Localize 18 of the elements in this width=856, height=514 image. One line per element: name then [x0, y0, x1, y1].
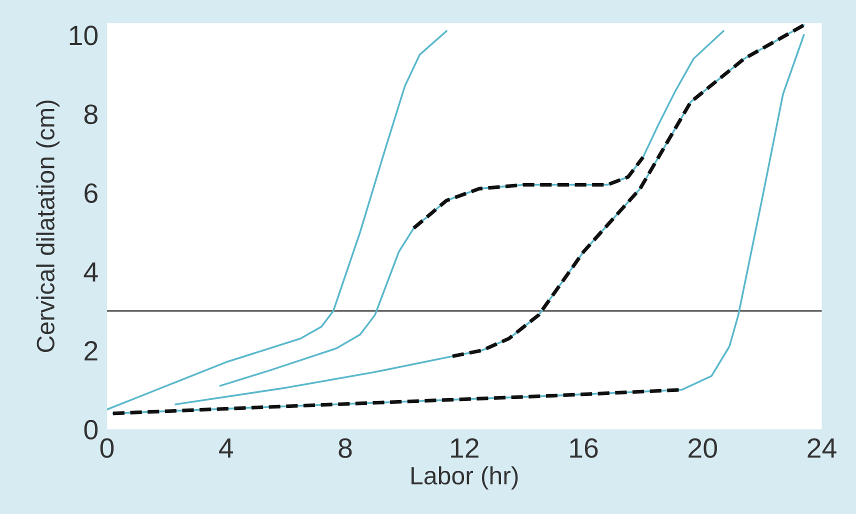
- y-tick-label: 8: [84, 104, 98, 124]
- x-tick-label: 24: [808, 438, 836, 458]
- line-series: [450, 23, 806, 358]
- x-axis-title: Labor (hr): [412, 466, 518, 490]
- line-series: [412, 155, 645, 230]
- y-axis-title: Cervical dilatation (cm): [36, 100, 60, 352]
- x-tick-label: 4: [219, 438, 234, 458]
- y-tick-label: 2: [84, 341, 98, 360]
- x-tick-label: 12: [451, 438, 478, 458]
- y-tick-label: 10: [70, 26, 98, 46]
- y-tick-label: 0: [84, 420, 98, 440]
- x-tick-label: 16: [570, 438, 598, 458]
- x-tick-label: 8: [338, 438, 352, 458]
- line-series: [107, 30, 448, 410]
- y-tick-label: 4: [84, 262, 98, 282]
- y-tick-label: 6: [84, 183, 98, 203]
- x-tick-label: 20: [688, 438, 717, 458]
- x-tick-label: 0: [100, 438, 114, 458]
